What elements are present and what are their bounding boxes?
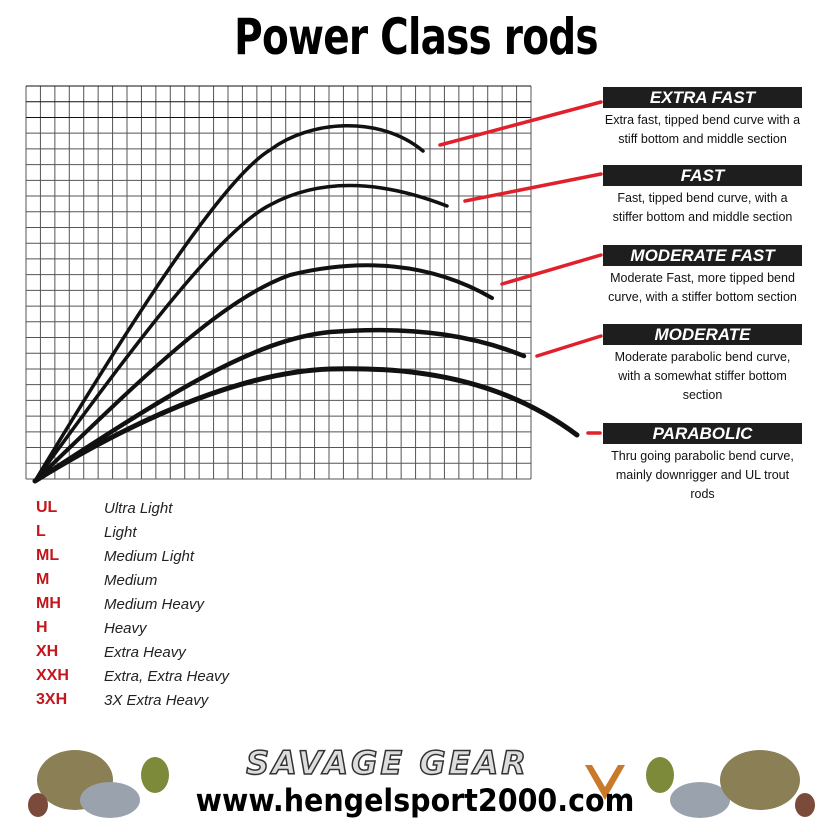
page-title: Power Class rods — [234, 8, 598, 66]
legend-row: MH Medium Heavy — [36, 595, 205, 613]
legend-row: XH Extra Heavy — [36, 643, 186, 661]
legend-row: M Medium — [36, 571, 158, 589]
pointer-moderate — [535, 334, 603, 358]
pointer-extra-fast — [438, 100, 603, 147]
savage-gear-emblem-icon — [585, 765, 625, 800]
curve-extra-fast — [33, 124, 425, 483]
label-fast: FAST Fast, tipped bend curve, with a sti… — [603, 165, 802, 227]
legend-row: UL Ultra Light — [36, 499, 173, 517]
legend-row: 3XH 3X Extra Heavy — [36, 691, 209, 709]
legend-row: H Heavy — [36, 619, 147, 637]
label-extra-fast: EXTRA FAST Extra fast, tipped bend curve… — [603, 87, 802, 146]
fish-illustration-right — [646, 750, 815, 818]
pointer-moderate-fast — [500, 253, 603, 286]
curve-fast — [33, 183, 449, 483]
legend-row: ML Medium Light — [36, 547, 195, 565]
curve-parabolic — [32, 366, 580, 484]
pointer-fast — [463, 172, 603, 203]
legend-row: L Light — [36, 523, 137, 541]
grid — [25, 85, 532, 480]
savage-gear-logo: SAVAGE GEAR — [245, 743, 529, 783]
label-moderate-fast: MODERATE FAST Moderate Fast, more tipped… — [603, 245, 802, 307]
website-url: www.hengelsport2000.com — [195, 783, 635, 819]
label-parabolic: PARABOLIC Thru going parabolic bend curv… — [603, 423, 802, 504]
power-class-legend: UL Ultra Light L Light ML Medium Light M Med… — [36, 496, 229, 712]
fish-illustration-left — [28, 750, 169, 818]
curve-moderate — [32, 327, 527, 484]
label-moderate: MODERATE Moderate parabolic bend curve, … — [603, 324, 802, 405]
curve-moderate-fast — [33, 263, 494, 483]
legend-row: XXH Extra, Extra Heavy — [36, 667, 230, 685]
